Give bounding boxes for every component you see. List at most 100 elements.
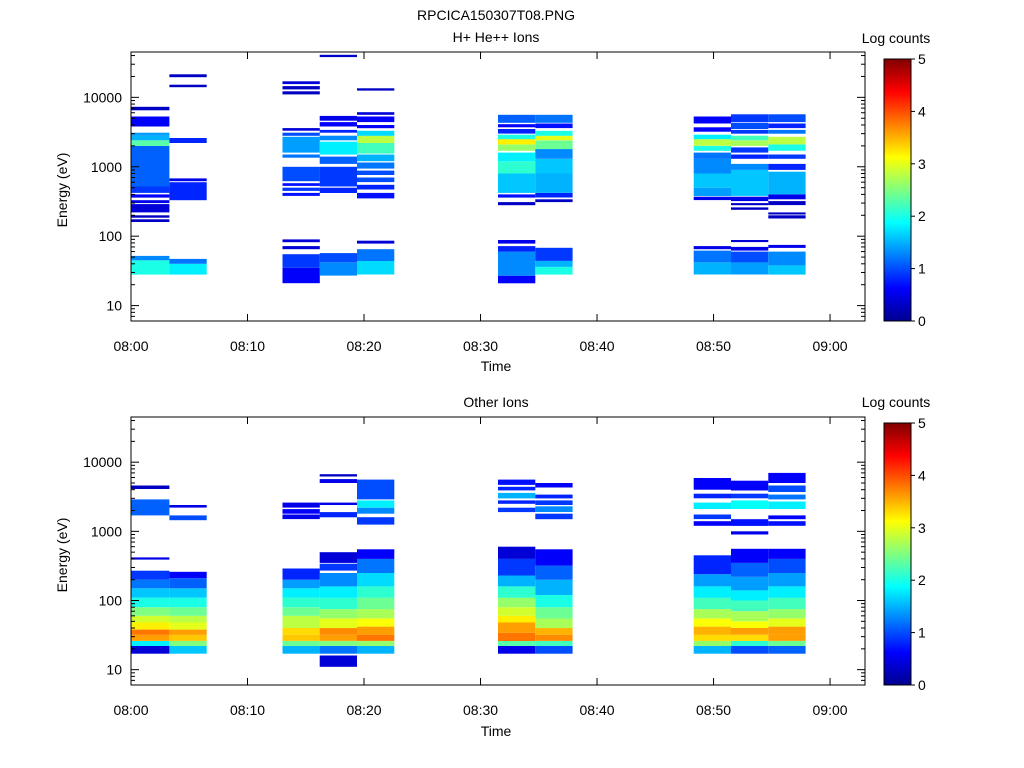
heatmap-cell xyxy=(535,513,573,520)
heatmap-cell xyxy=(131,615,170,623)
heatmap-cell xyxy=(498,161,536,174)
heatmap-cell xyxy=(169,84,207,88)
heatmap-cell xyxy=(169,641,207,646)
heatmap-cell xyxy=(319,115,357,121)
heatmap-cell xyxy=(169,515,207,521)
x-tick-label: 08:30 xyxy=(463,338,498,354)
heatmap-cell xyxy=(131,116,170,127)
heatmap-cell xyxy=(535,173,573,193)
heatmap-cell xyxy=(731,548,769,563)
colorbar-tick-label: 0 xyxy=(918,677,926,693)
x-tick-label: 08:50 xyxy=(696,702,731,718)
y-tick-label: 10000 xyxy=(83,89,122,105)
heatmap-cell xyxy=(535,192,573,198)
y-tick-label: 10 xyxy=(106,298,122,314)
colorbar: 0 1 2 3 4 5 xyxy=(883,51,926,329)
heatmap-cell xyxy=(282,509,320,514)
heatmap-cell xyxy=(731,493,769,499)
heatmap-cell xyxy=(319,628,357,635)
heatmap-cell xyxy=(693,626,731,635)
heatmap-cell xyxy=(357,517,395,525)
y-axis-label: Energy (eV) xyxy=(54,518,70,593)
colorbar-label: Log counts xyxy=(862,30,931,46)
heatmap-cell xyxy=(693,262,731,275)
heatmap-cell xyxy=(131,260,170,275)
heatmap-cell xyxy=(357,154,395,162)
heatmap-cell xyxy=(319,156,357,164)
heatmap-cell xyxy=(169,263,207,275)
heatmap-cell xyxy=(693,555,731,575)
heatmap-cell xyxy=(768,501,806,509)
heatmap-cell xyxy=(282,267,320,284)
heatmap-cell xyxy=(768,494,806,500)
heatmap-cell xyxy=(535,618,573,629)
heatmap-cell xyxy=(131,140,170,146)
heatmap-cell xyxy=(498,492,536,499)
colorbar-tick-label: 5 xyxy=(918,415,926,431)
heatmap-cell xyxy=(319,634,357,641)
heatmap-cell xyxy=(535,565,573,580)
heatmap-cell xyxy=(535,130,573,136)
panel-other-ions: Other Ions Energy (eV) Time Log counts 0… xyxy=(54,394,930,739)
heatmap-cell xyxy=(131,607,170,616)
heatmap-cell xyxy=(693,187,731,196)
heatmap-cell xyxy=(357,116,395,123)
heatmap-cell xyxy=(319,54,357,58)
plot-axes: 08:00 08:10 08:20 08:30 08:40 08:50 09:00 10 100… xyxy=(83,51,866,354)
heatmap-cell xyxy=(169,258,207,264)
heatmap-cell xyxy=(169,629,207,635)
heatmap-cell xyxy=(131,597,170,608)
heatmap-cell xyxy=(319,166,357,187)
heatmap-cell xyxy=(768,472,806,483)
y-tick-label: 1000 xyxy=(91,523,122,539)
heatmap-cell xyxy=(357,597,395,610)
heatmap-cell xyxy=(282,239,320,243)
heatmap-cell xyxy=(319,609,357,619)
heatmap-cell xyxy=(498,251,536,276)
heatmap-cell xyxy=(498,507,536,513)
x-tick-label: 09:00 xyxy=(813,702,848,718)
heatmap-cell xyxy=(131,485,170,489)
heatmap-cell xyxy=(693,250,731,263)
panel-h-he-ions: H+ He++ Ions Energy (eV) Time Log counts… xyxy=(54,29,930,374)
panel-title: Other Ions xyxy=(463,394,528,410)
heatmap-cell xyxy=(693,597,731,610)
heatmap-cell xyxy=(693,586,731,598)
heatmap-cell xyxy=(693,139,731,146)
heatmap-cell xyxy=(535,500,573,505)
heatmap-cell xyxy=(693,152,731,159)
heatmap-cell xyxy=(693,116,731,124)
heatmap-cell xyxy=(768,163,806,170)
heatmap-cell xyxy=(768,215,806,219)
heatmap-cell xyxy=(535,135,573,141)
heatmap-cell xyxy=(693,196,731,201)
heatmap-cell xyxy=(535,579,573,595)
heatmap-cell xyxy=(357,549,395,559)
y-tick-label: 1000 xyxy=(91,159,122,175)
heatmap-cell xyxy=(768,244,806,248)
x-tick-label: 08:10 xyxy=(230,338,265,354)
heatmap-cell xyxy=(498,500,536,504)
heatmap-cell xyxy=(693,246,731,250)
heatmap-cell xyxy=(498,275,536,284)
heatmap-cell xyxy=(768,265,806,275)
heatmap-cell xyxy=(768,609,806,619)
heatmap-cell xyxy=(535,549,573,566)
heatmap-cell xyxy=(498,139,536,145)
heatmap-cell xyxy=(131,106,170,111)
heatmap-cell xyxy=(498,479,536,485)
heatmap-cell xyxy=(131,579,170,589)
heatmap-cell xyxy=(768,586,806,598)
heatmap-cell xyxy=(357,88,395,91)
heatmap-cell xyxy=(357,634,395,641)
heatmap-cell xyxy=(131,200,170,204)
heatmap-cell xyxy=(535,158,573,174)
heatmap-cell xyxy=(319,502,357,505)
heatmap-cell xyxy=(357,646,395,654)
heatmap-cell xyxy=(282,254,320,268)
heatmap-cell xyxy=(535,199,573,203)
heatmap-cell xyxy=(498,144,536,151)
heatmap-cell xyxy=(169,178,207,182)
heatmap-cell xyxy=(768,129,806,134)
heatmap-cell xyxy=(169,505,207,508)
